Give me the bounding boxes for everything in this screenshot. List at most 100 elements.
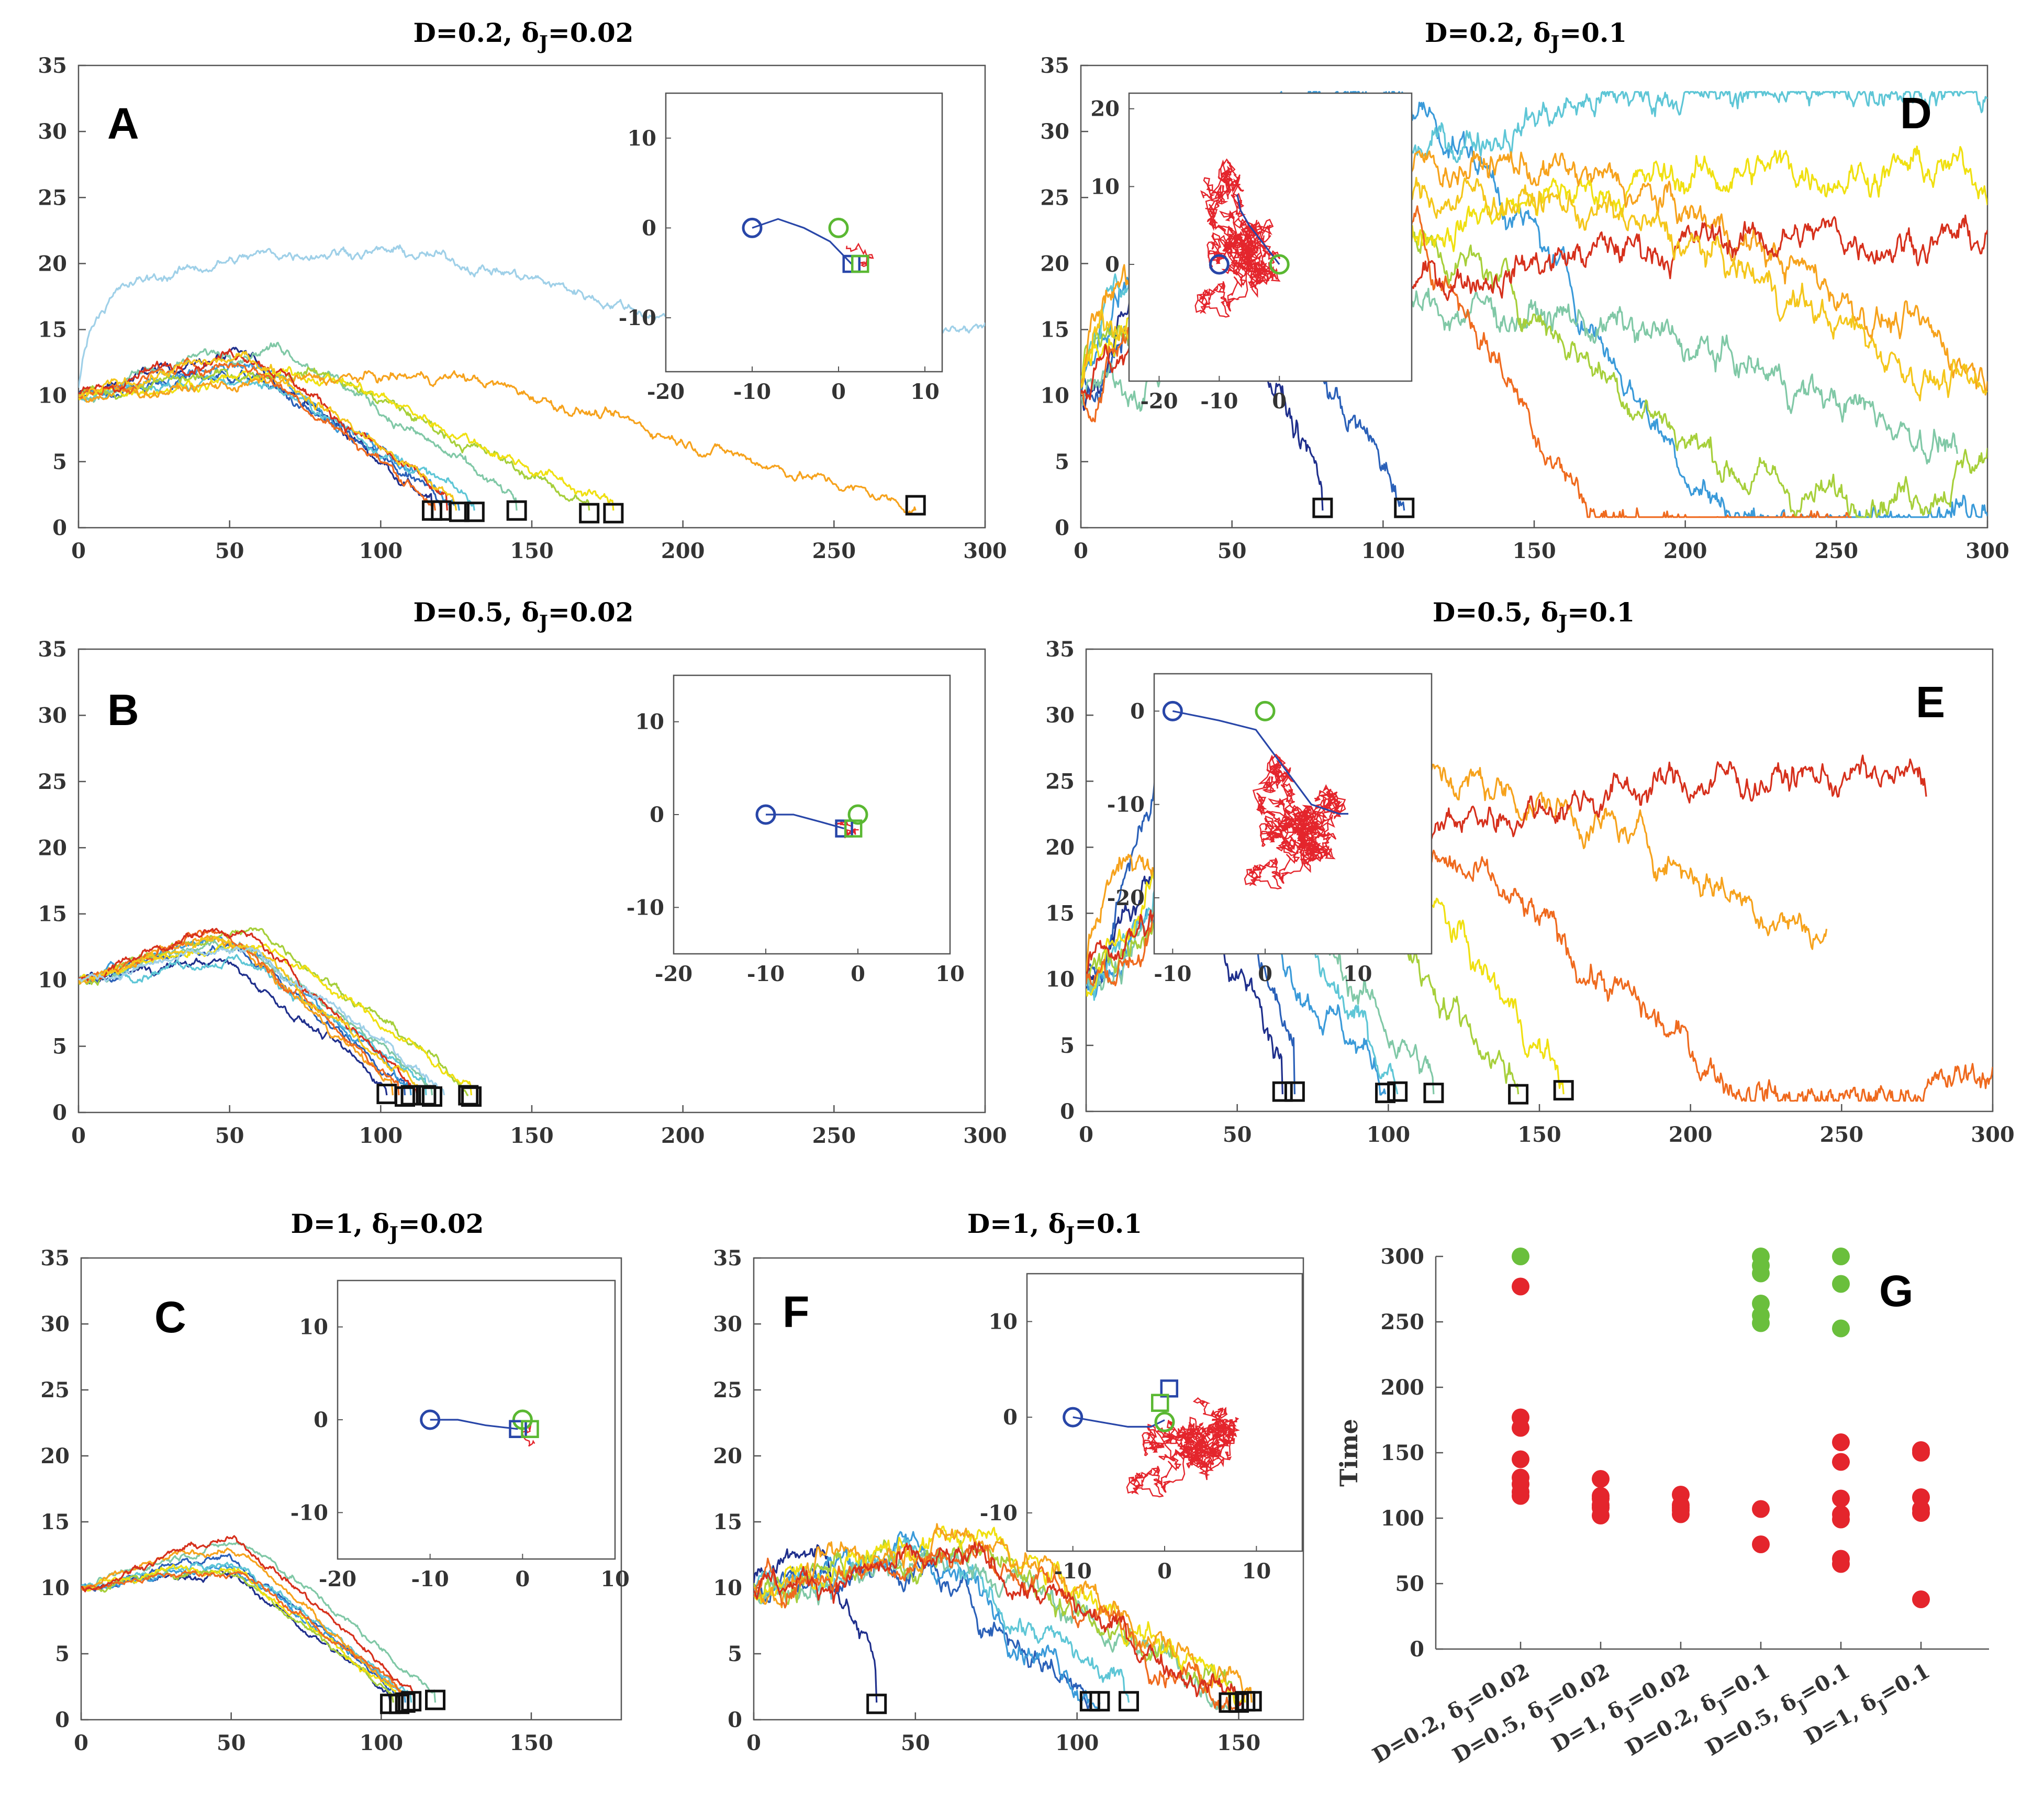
x-tick-label: 0 bbox=[71, 539, 86, 563]
title-tail: =0.1 bbox=[1567, 597, 1635, 628]
trajectory-line-8 bbox=[81, 1547, 404, 1703]
category-tail: =0.1 bbox=[1875, 1658, 1934, 1707]
end-marker-square bbox=[395, 1086, 416, 1107]
x-tick-label: 50 bbox=[215, 1123, 244, 1148]
y-tick-label: 5 bbox=[52, 1034, 67, 1059]
inset-x-tick-label: 0 bbox=[515, 1567, 530, 1591]
y-axis-label: Time bbox=[1335, 1419, 1363, 1487]
category-tail: =0.1 bbox=[1795, 1658, 1854, 1707]
scatter-point-reached bbox=[1592, 1470, 1610, 1488]
inset-pursuer-trajectory bbox=[430, 1419, 518, 1430]
scatter-point-reached bbox=[1752, 1535, 1770, 1553]
y-tick-label: 0 bbox=[55, 1708, 70, 1732]
scatter-point-reached bbox=[1832, 1510, 1850, 1529]
inset-y-tick-label: -10 bbox=[980, 1501, 1018, 1526]
scatter-point-reached bbox=[1512, 1487, 1529, 1505]
scatter-point-reached bbox=[1832, 1555, 1850, 1573]
inset-start-circle bbox=[420, 1409, 441, 1430]
title-subscript: J bbox=[538, 32, 548, 54]
x-tick-label: 150 bbox=[510, 1123, 554, 1148]
inset-start-circle bbox=[742, 217, 763, 238]
end-marker-square bbox=[1387, 1081, 1408, 1102]
inset-x-tick-label: -10 bbox=[411, 1567, 449, 1591]
title-main: D=0.2, δ bbox=[413, 17, 539, 48]
x-tick-label: 50 bbox=[215, 539, 244, 563]
x-tick-label: 250 bbox=[812, 539, 856, 563]
scatter-point-not-reached bbox=[1832, 1248, 1850, 1265]
y-tick-label: 35 bbox=[38, 53, 67, 78]
y-tick-label: 100 bbox=[1381, 1506, 1425, 1531]
inset-x-tick-label: 0 bbox=[1157, 1559, 1172, 1584]
inset-frame bbox=[665, 92, 943, 373]
title-main: D=1, δ bbox=[967, 1208, 1066, 1239]
y-tick-label: 35 bbox=[713, 1246, 742, 1271]
x-tick-label: 100 bbox=[1361, 539, 1405, 563]
x-tick-label: 200 bbox=[661, 539, 705, 563]
trajectory-line-4 bbox=[79, 954, 427, 1096]
inset-plot: -10 0 10 -10 0 10 bbox=[980, 1273, 1303, 1584]
y-tick-label: 0 bbox=[52, 516, 67, 540]
panel-letter: C bbox=[154, 1293, 186, 1342]
inset-content bbox=[1194, 158, 1290, 318]
title-main: D=0.5, δ bbox=[1433, 597, 1558, 628]
x-tick-label: 300 bbox=[1971, 1122, 2015, 1147]
y-tick-label: 25 bbox=[38, 770, 67, 794]
inset-x-tick-label: 0 bbox=[851, 962, 865, 986]
inset-start-circle bbox=[1063, 1407, 1084, 1428]
inset-x-tick-label: -10 bbox=[1054, 1559, 1092, 1584]
y-tick-label: 15 bbox=[1040, 318, 1069, 342]
inset-content bbox=[755, 804, 868, 839]
panel-letter: B bbox=[107, 685, 139, 734]
scatter-point-reached bbox=[1592, 1507, 1610, 1524]
y-tick-label: 15 bbox=[40, 1510, 70, 1534]
axes-frame bbox=[80, 1257, 622, 1721]
scatter-point-reached bbox=[1912, 1504, 1930, 1522]
title-tail: =0.02 bbox=[548, 17, 634, 48]
x-tick-label: 200 bbox=[1669, 1122, 1713, 1147]
trajectory-line-7 bbox=[81, 1564, 397, 1703]
x-tick-label: 300 bbox=[963, 539, 1007, 563]
x-tick-label: 300 bbox=[1965, 539, 2009, 563]
title-tail: =0.02 bbox=[548, 597, 634, 628]
panel-title: D=0.5, δJ=0.1 bbox=[1433, 597, 1635, 633]
inset-x-tick-label: -10 bbox=[747, 962, 785, 986]
x-tick-label: 0 bbox=[1079, 1122, 1093, 1147]
panel-title: D=1, δJ=0.02 bbox=[291, 1208, 484, 1245]
end-marker-square bbox=[389, 1694, 410, 1714]
inset-end-square-blue bbox=[835, 819, 853, 838]
end-marker-square bbox=[1312, 497, 1333, 518]
y-tick-label: 5 bbox=[52, 450, 67, 474]
end-marker-square bbox=[461, 1086, 482, 1107]
end-marker-square bbox=[1375, 1083, 1396, 1104]
scatter-point-reached bbox=[1512, 1450, 1529, 1468]
inset-y-tick-label: 0 bbox=[650, 803, 664, 827]
end-marker-square bbox=[1089, 1691, 1110, 1712]
traces bbox=[79, 927, 473, 1096]
trajectory-line-10 bbox=[79, 928, 418, 1096]
end-marker-square bbox=[421, 1086, 442, 1107]
inset-target-circle bbox=[1154, 1411, 1175, 1432]
panel-title: D=0.2, δJ=0.1 bbox=[1425, 17, 1627, 54]
x-tick-label: 150 bbox=[1517, 1122, 1561, 1147]
title-main: D=0.2, δ bbox=[1425, 17, 1550, 48]
x-tick-label: 0 bbox=[746, 1731, 761, 1755]
end-marker-square bbox=[401, 1691, 422, 1712]
trajectory-line-8 bbox=[754, 1523, 1253, 1703]
trajectory-line-10 bbox=[81, 1535, 415, 1703]
inset-frame bbox=[1128, 92, 1413, 382]
y-tick-label: 150 bbox=[1381, 1441, 1425, 1465]
y-tick-label: 25 bbox=[1045, 769, 1075, 794]
end-marker-square bbox=[416, 1085, 437, 1106]
inset-content bbox=[1063, 1379, 1240, 1498]
inset-frame bbox=[673, 674, 951, 955]
traces bbox=[81, 1535, 437, 1703]
inset-x-tick-label: 10 bbox=[1343, 962, 1372, 986]
trajectory-line-3 bbox=[81, 1563, 406, 1703]
inset-y-tick-label: 0 bbox=[314, 1408, 328, 1432]
x-tick-label: 300 bbox=[963, 1123, 1007, 1148]
